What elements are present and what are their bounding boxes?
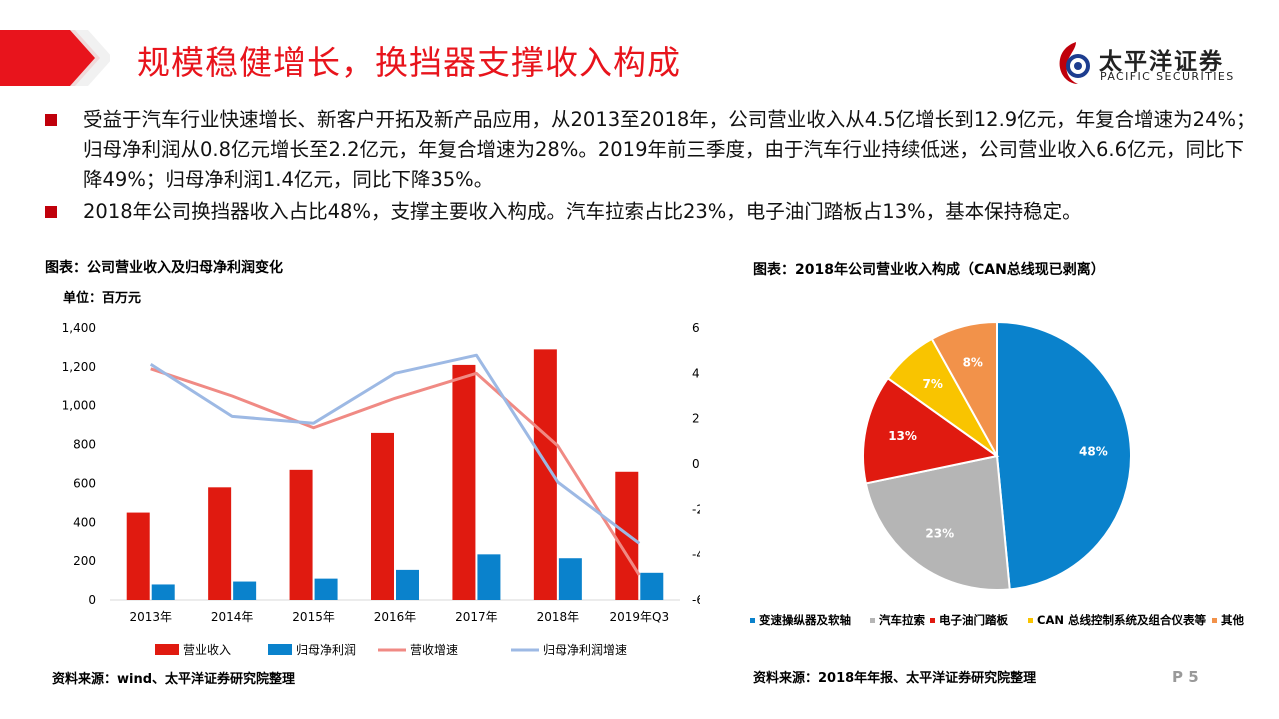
x-tick-label: 2015年 [292,610,335,624]
y-right-tick-label: 20% [692,412,700,426]
legend-swatch [750,618,755,623]
x-tick-label: 2018年 [537,610,580,624]
bullet-item: 受益于汽车行业快速增长、新客户开拓及新产品应用，从2013至2018年，公司营业… [45,105,1260,195]
revenue-profit-chart: 0 200 400 600 800 1,000 1,200 1,400 -60% -40% -20%… [62,321,700,657]
y-right-tick-label: 40% [692,366,700,380]
pie-data-label: 7% [922,377,942,391]
legend-label: 其他 [1221,613,1244,627]
y-right-tick-label: -20% [692,502,700,516]
legend-swatch [1028,618,1033,623]
legend-label: CAN 总线控制系统及组合仪表等 [1037,613,1206,627]
profit-bar [233,581,257,600]
revenue-composition-pie: 48% 23% 13% 7% 8% 变速操纵器及软轴 汽车拉索 电子油门踏板 CAN 总线控制系… [750,320,1244,627]
pie-data-label: 13% [888,429,917,443]
legend-label: 变速操纵器及软轴 [759,613,851,627]
legend-swatch [155,644,179,655]
x-tick-label: 2014年 [211,610,254,624]
y-left-tick-label: 600 [73,476,96,490]
y-left-tick-label: 1,400 [62,321,96,335]
y-left-tick-label: 800 [73,438,96,452]
legend-swatch [1212,618,1217,623]
bullet-square-icon [45,114,57,126]
x-tick-label: 2019年Q3 [609,610,669,624]
x-tick-label: 2017年 [455,610,498,624]
y-left-tick-label: 1,000 [62,399,96,413]
legend-swatch [268,644,292,655]
profit-growth-line [149,353,641,545]
revenue-bar [371,432,394,600]
legend-label: 电子油门踏板 [939,613,1008,627]
legend-label: 营业收入 [183,643,231,657]
page-number: P 5 [1172,668,1199,686]
pie-data-label: 8% [963,356,983,370]
logo-emblem-icon [1059,42,1090,84]
logo-chinese-name: 太平洋证券 [1099,49,1224,75]
legend-swatch [930,618,935,623]
revenue-growth-line [150,367,641,576]
right-figure-title: 图表：2018年公司营业收入构成（CAN总线现已剥离） [753,262,1105,278]
left-figure-source: 资料来源：wind、太平洋证券研究院整理 [52,672,296,687]
profit-bar [558,558,582,600]
y-right-tick-label: -60% [692,593,700,607]
profit-bar [151,584,175,600]
right-figure-source: 资料来源：2018年年报、太平洋证券研究院整理 [753,671,1037,686]
bullet-list: 受益于汽车行业快速增长、新客户开拓及新产品应用，从2013至2018年，公司营业… [45,105,1260,229]
revenue-bar [208,487,232,600]
y-left-tick-label: 1,200 [62,360,96,374]
profit-bar [314,578,338,600]
company-logo: 太平洋证券 PACIFIC SECURITIES [1056,40,1256,88]
revenue-bar [126,512,150,600]
title-chevron-decoration [0,30,110,86]
x-tick-label: 2013年 [129,610,172,624]
y-right-tick-label: 60% [692,321,700,335]
bullet-text: 受益于汽车行业快速增长、新客户开拓及新产品应用，从2013至2018年，公司营业… [83,108,1256,191]
revenue-bar [615,471,639,600]
legend-label: 汽车拉索 [879,613,925,627]
pie-slice [862,376,1000,485]
profit-bar [640,572,664,600]
legend-label: 营收增速 [410,643,458,657]
bullet-item: 2018年公司换挡器收入占比48%，支撑主要收入构成。汽车拉索占比23%，电子油… [45,197,1260,227]
profit-bar [396,569,419,600]
legend-swatch [870,618,875,623]
left-figure-unit: 单位：百万元 [63,291,142,306]
y-right-tick-label: -40% [692,548,700,562]
y-left-tick-label: 0 [88,593,96,607]
pie-data-label: 48% [1079,444,1108,458]
legend-label: 归母净利润增速 [543,643,627,657]
page-title: 规模稳健增长，换挡器支撑收入构成 [137,43,681,82]
revenue-bar [533,349,557,600]
pie-slice [996,320,1132,591]
bullet-text: 2018年公司换挡器收入占比48%，支撑主要收入构成。汽车拉索占比23%，电子油… [83,200,1082,223]
revenue-bar [289,469,313,600]
y-right-tick-label: 0% [692,457,700,471]
legend-label: 归母净利润 [296,643,356,657]
left-figure-title: 图表：公司营业收入及归母净利润变化 [45,260,283,276]
profit-bar [477,554,501,600]
pie-slice [930,320,998,460]
bullet-square-icon [45,206,57,218]
x-tick-label: 2016年 [374,610,417,624]
revenue-bar [452,364,476,600]
y-left-tick-label: 400 [73,515,96,529]
pie-data-label: 23% [925,527,954,541]
logo-english-name: PACIFIC SECURITIES [1100,70,1235,83]
pie-slice [864,454,1011,591]
y-left-tick-label: 200 [73,554,96,568]
